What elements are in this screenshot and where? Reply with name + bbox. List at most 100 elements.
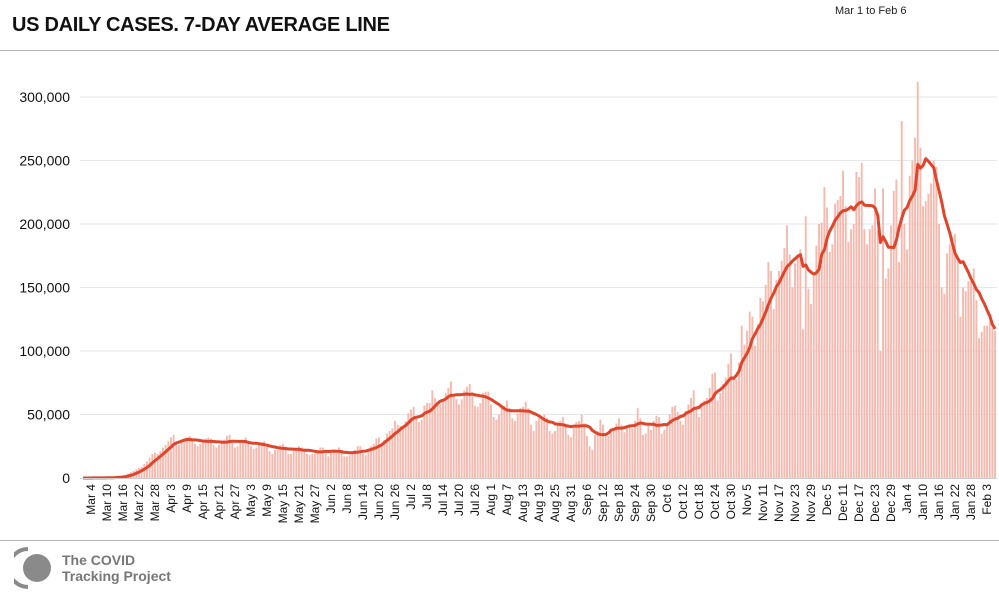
x-tick-label: Aug 1 [484,484,498,516]
daily-bar [466,386,468,478]
daily-bar [791,287,794,478]
daily-bar [748,311,751,478]
x-tick-label: Apr 21 [212,484,226,520]
daily-bar [874,188,876,478]
daily-bar [786,225,788,478]
daily-bar [159,451,162,478]
daily-bar [231,442,234,478]
seven-day-average-line [83,157,997,480]
daily-bar [647,424,650,478]
daily-bar [684,410,687,478]
x-tick-label: Apr 3 [164,484,178,513]
daily-bar [540,419,543,478]
daily-bar [151,453,154,478]
x-tick-label: Aug 25 [548,484,562,522]
daily-bar [167,441,170,478]
x-tick-label: Sep 12 [596,484,610,522]
daily-bar [335,451,338,478]
x-tick-label: Aug 13 [516,484,530,522]
daily-bar [727,363,730,478]
daily-bar [823,187,826,479]
x-tick-label: May 9 [260,484,274,517]
daily-bar [252,448,255,478]
daily-bar [666,425,668,478]
daily-bar [863,229,866,478]
y-tick-label: 150,000 [19,280,70,296]
daily-bar [314,453,316,478]
daily-bar [562,417,564,478]
daily-bar [898,262,901,478]
daily-bar [359,446,362,478]
daily-bar [463,390,466,478]
daily-bar [418,422,420,478]
x-tick-label: Mar 16 [116,484,130,522]
daily-bars [82,81,997,479]
daily-bar [988,321,991,478]
daily-bar [674,405,676,478]
daily-bar [780,260,783,478]
daily-bar [156,453,159,478]
x-tick-label: Jul 14 [436,484,450,516]
daily-bar [530,424,532,478]
daily-bar [956,259,959,478]
daily-bar [834,203,836,478]
x-tick-label: May 27 [308,484,322,524]
y-tick-label: 0 [62,470,70,486]
x-tick-label: Jul 26 [468,484,482,516]
daily-bar [412,406,415,478]
x-tick-label: Nov 11 [756,484,770,521]
date-range-label: Mar 1 to Feb 6 [835,5,907,17]
x-tick-label: Jul 20 [452,484,466,516]
daily-bar [655,415,658,478]
daily-bar [228,434,231,478]
daily-bar [770,270,772,478]
daily-bar [492,417,495,478]
daily-bar [698,417,700,478]
daily-bar [327,456,330,478]
daily-bar [618,418,620,478]
daily-bar [508,408,511,478]
daily-bar [346,456,348,478]
daily-bar [815,245,818,478]
daily-bar [623,432,626,478]
daily-bar [668,414,671,478]
daily-bar [522,406,524,478]
daily-bar [223,439,226,478]
x-tick-label: Dec 5 [820,484,834,516]
daily-bar [458,404,460,478]
daily-bar [260,442,263,478]
daily-bar [767,262,770,478]
daily-bar [354,450,356,478]
daily-bar [932,160,935,478]
daily-bar [658,417,660,478]
daily-bar [980,331,983,478]
x-tick-label: Sep 18 [612,484,626,522]
daily-bar [303,448,306,478]
daily-bar [876,230,879,478]
daily-bar [762,301,764,478]
x-tick-label: Jul 2 [404,484,418,510]
daily-bar [188,436,191,478]
daily-bar [652,420,655,478]
daily-bar [844,206,847,478]
daily-bar [519,408,522,478]
daily-bar [511,418,514,478]
daily-bar [420,419,423,478]
daily-bar [724,377,727,478]
logo-text-line2: Tracking Project [62,568,171,584]
daily-bar [732,376,735,478]
daily-bar [940,287,943,478]
daily-bar [484,391,487,478]
daily-cases-chart: 0 50,000 100,000 150,000 200,000 250,000 300,0… [19,81,997,524]
x-tick-label: Oct 6 [660,484,674,513]
daily-bar [607,436,610,478]
daily-bar [914,137,917,478]
daily-bar [332,452,335,478]
daily-bar [586,436,588,478]
daily-bar [239,442,242,478]
x-tick-label: Nov 5 [740,484,754,516]
x-tick-label: Jun 26 [388,484,402,520]
daily-bar [415,418,418,478]
daily-bar [172,434,175,478]
daily-bar [935,166,938,478]
